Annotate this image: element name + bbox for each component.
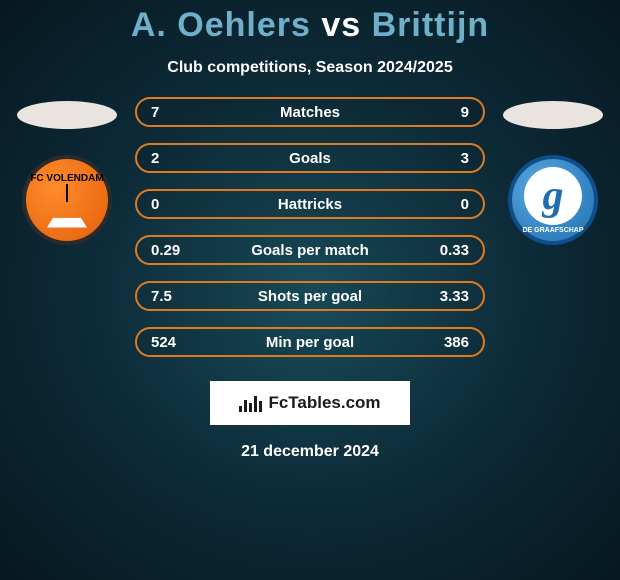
subtitle: Club competitions, Season 2024/2025 (167, 59, 452, 77)
stat-row: 0.29 Goals per match 0.33 (135, 235, 485, 265)
player2-name: Brittijn (372, 6, 490, 44)
player2-avatar-placeholder (503, 101, 603, 129)
stat-label: Min per goal (266, 334, 354, 351)
stat-left-value: 0 (151, 196, 195, 213)
stat-right-value: 0.33 (425, 242, 469, 259)
stat-right-value: 0 (425, 196, 469, 213)
crest-mast-icon (66, 184, 68, 202)
club2-crest-label: DE GRAAFSCHAP (522, 227, 583, 234)
crest-g-wrap-icon: g (524, 167, 582, 225)
player1-avatar-placeholder (17, 101, 117, 129)
crest-g-letter: g (543, 172, 564, 220)
stat-row: 2 Goals 3 (135, 143, 485, 173)
stat-right-value: 9 (425, 104, 469, 121)
comparison-title: A. Oehlers vs Brittijn (131, 6, 489, 45)
stat-left-value: 0.29 (151, 242, 195, 259)
crest-boat-icon (47, 204, 87, 228)
stat-left-value: 2 (151, 150, 195, 167)
stat-right-value: 3 (425, 150, 469, 167)
bar-icon (249, 403, 252, 412)
stat-row: 7 Matches 9 (135, 97, 485, 127)
stat-label: Goals per match (251, 242, 369, 259)
stat-row: 7.5 Shots per goal 3.33 (135, 281, 485, 311)
stat-right-value: 3.33 (425, 288, 469, 305)
bar-icon (244, 400, 247, 412)
player1-name: A. Oehlers (131, 6, 311, 44)
vs-separator: vs (321, 6, 361, 44)
snapshot-date: 21 december 2024 (241, 443, 379, 461)
stat-right-value: 386 (425, 334, 469, 351)
branding-bars-icon (239, 394, 262, 412)
bar-icon (254, 396, 257, 412)
bar-icon (239, 406, 242, 412)
content-row: FC VOLENDAM 7Matches92Goals30Hattricks00… (0, 101, 620, 357)
club1-crest: FC VOLENDAM (22, 155, 112, 245)
stat-row: 0 Hattricks 0 (135, 189, 485, 219)
branding-text: FcTables.com (268, 393, 380, 413)
player2-column: g DE GRAAFSCHAP (503, 101, 603, 245)
player1-column: FC VOLENDAM (17, 101, 117, 245)
stat-left-value: 7 (151, 104, 195, 121)
bar-icon (259, 401, 262, 412)
stats-table: 7 Matches 9 2 Goals 3 0 Hattricks 0 0.29 Goals per… (135, 97, 485, 357)
club1-crest-label: FC VOLENDAM (30, 173, 103, 184)
infographic-root: A. Oehlers vs Brittijn Club competitions… (0, 0, 620, 580)
club2-crest: g DE GRAAFSCHAP (508, 155, 598, 245)
stat-label: Hattricks (278, 196, 342, 213)
stat-left-value: 524 (151, 334, 195, 351)
stat-left-value: 7.5 (151, 288, 195, 305)
branding-badge: FcTables.com (210, 381, 410, 425)
stat-label: Matches (280, 104, 340, 121)
stat-row: 524 Min per goal 386 (135, 327, 485, 357)
stat-label: Shots per goal (258, 288, 362, 305)
stat-label: Goals (289, 150, 331, 167)
